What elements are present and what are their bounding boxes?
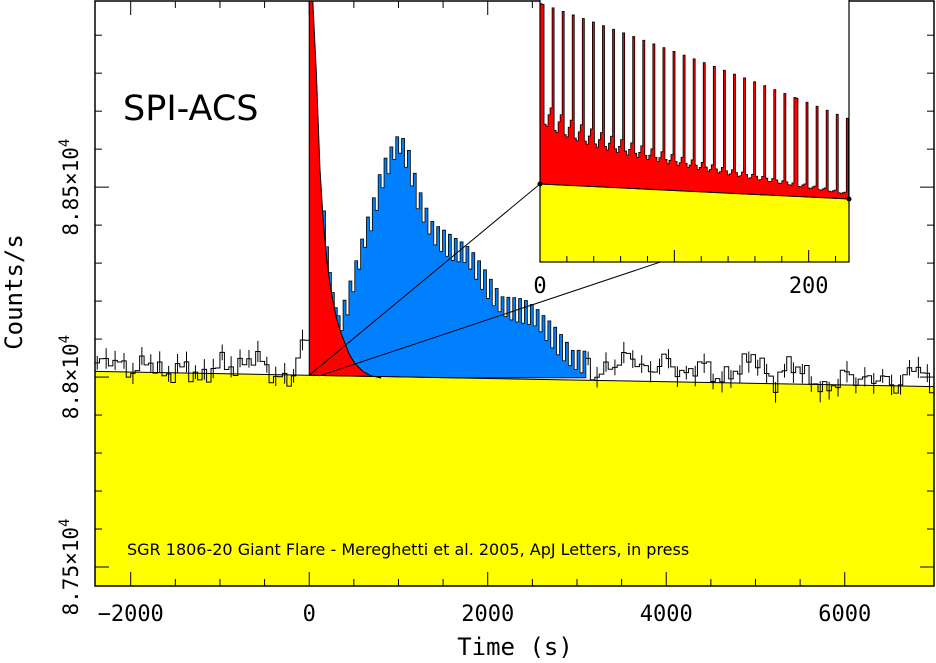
y-tick-label: 8.85×104: [57, 139, 83, 236]
plot-frame-group: −2000 0 2000 4000 60008.75×1048.8×1048.85×10…: [57, 0, 935, 627]
inset-x-tick-label: 200: [789, 274, 829, 299]
inset-anchor-point: [846, 196, 852, 202]
y-tick-exponent: 4: [57, 519, 73, 527]
light-curve-group: [94, 329, 935, 403]
x-tick-label: 0: [303, 602, 316, 627]
background-area: [95, 371, 934, 586]
inset-background-line: [539, 183, 850, 200]
y-tick-label: 8.75×104: [57, 519, 83, 616]
chart-title: SPI-ACS: [123, 89, 259, 129]
x-axis-label: Time (s): [457, 633, 573, 661]
inset-x-tick-label: 0: [533, 274, 546, 299]
background-area-group: [95, 371, 934, 586]
plot-frame: [94, 0, 935, 587]
chart-note: SGR 1806-20 Giant Flare - Mereghetti et …: [127, 540, 689, 559]
x-tick-label: −2000: [98, 602, 164, 627]
x-tick-label: 6000: [818, 602, 871, 627]
y-tick-exponent: 4: [57, 335, 73, 343]
y-tick-label: 8.8×104: [57, 335, 83, 419]
inset-yellow: [540, 184, 849, 262]
y-tick-exponent: 4: [57, 139, 73, 147]
inset-connector: [308, 183, 541, 376]
x-tick-label: 2000: [461, 602, 514, 627]
light-curve-post-burst: [585, 352, 934, 394]
y-axis-label: Counts/s: [0, 234, 28, 350]
light-curve-pre-burst: [95, 339, 310, 387]
text-group: SPI-ACS SGR 1806-20 Giant Flare - Meregh…: [0, 89, 689, 661]
inset-plot-group: 0 200: [308, 0, 852, 376]
inset-anchor-point: [537, 181, 543, 187]
background-line: [94, 370, 935, 388]
inset-flare-area: [539, 3, 850, 200]
inset-frame: [539, 0, 850, 263]
x-tick-label: 4000: [640, 602, 693, 627]
